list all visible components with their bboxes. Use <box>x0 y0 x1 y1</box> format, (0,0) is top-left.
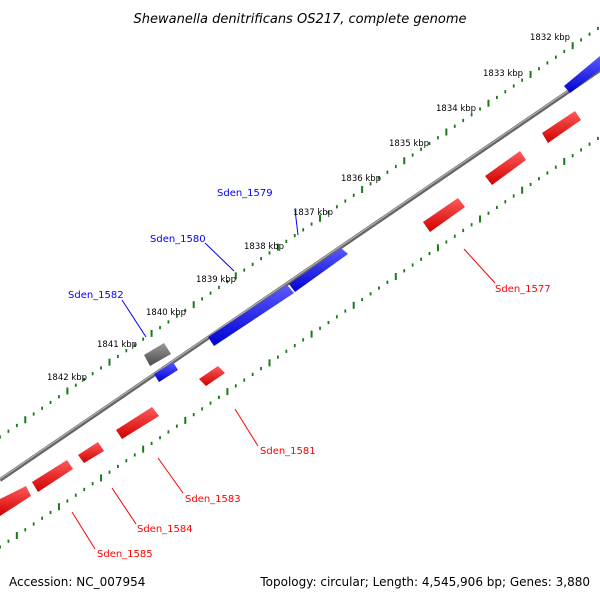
leader-line <box>121 299 147 338</box>
tick-label: 1842 kbp <box>47 373 87 383</box>
gene-label[interactable]: Sden_1585 <box>97 549 153 560</box>
reverse-gene[interactable] <box>116 407 159 439</box>
forward-gene[interactable] <box>154 362 178 382</box>
tick-label: 1838 kbp <box>244 242 284 252</box>
reverse-gene[interactable] <box>542 111 581 143</box>
gene-label[interactable]: Sden_1577 <box>495 284 551 295</box>
genome-backbone <box>0 68 600 482</box>
tick-label: 1841 kbp <box>97 340 137 350</box>
leader-line <box>294 209 299 236</box>
tick-label: 1840 kbp <box>146 308 186 318</box>
reverse-gene[interactable] <box>423 198 465 232</box>
forward-gene[interactable] <box>564 56 600 93</box>
reverse-gene[interactable] <box>0 486 31 516</box>
reverse-gene[interactable] <box>199 366 225 386</box>
leader-line <box>111 487 137 525</box>
reverse-gene[interactable] <box>78 442 104 463</box>
tick-label: 1837 kbp <box>293 208 333 218</box>
tick-label: 1835 kbp <box>389 139 429 149</box>
leader-line <box>71 511 96 550</box>
tick-label: 1834 kbp <box>436 104 476 114</box>
tick-label: 1839 kbp <box>196 275 236 285</box>
gene-label[interactable]: Sden_1581 <box>260 446 316 457</box>
label-leader-lines <box>71 209 496 550</box>
accession-text: Accession: NC_007954 <box>9 575 145 589</box>
genome-backbone-highlight <box>0 68 600 480</box>
gene-label[interactable]: Sden_1580 <box>150 234 206 245</box>
leader-line <box>463 248 496 284</box>
gene-label[interactable]: Sden_1583 <box>185 494 241 505</box>
forward-gene[interactable] <box>289 248 348 292</box>
gene-label[interactable]: Sden_1584 <box>137 524 193 535</box>
tick-label: 1836 kbp <box>341 174 381 184</box>
reverse-gene[interactable] <box>32 460 73 492</box>
leader-line <box>234 408 259 447</box>
leader-line <box>157 457 184 494</box>
gene-label[interactable]: Sden_1582 <box>68 290 124 301</box>
other-feature[interactable] <box>144 343 171 366</box>
tick-label: 1833 kbp <box>483 69 523 79</box>
reverse-gene[interactable] <box>485 151 526 185</box>
tick-label: 1832 kbp <box>530 33 570 43</box>
topology-summary: Topology: circular; Length: 4,545,906 bp… <box>259 575 590 589</box>
inner-tick-row <box>0 136 599 549</box>
leader-line <box>204 242 235 272</box>
outer-tick-row <box>0 26 599 439</box>
forward-gene[interactable] <box>208 285 294 346</box>
map-title: Shewanella denitrificans OS217, complete… <box>134 12 467 27</box>
gene-label[interactable]: Sden_1579 <box>217 188 273 199</box>
